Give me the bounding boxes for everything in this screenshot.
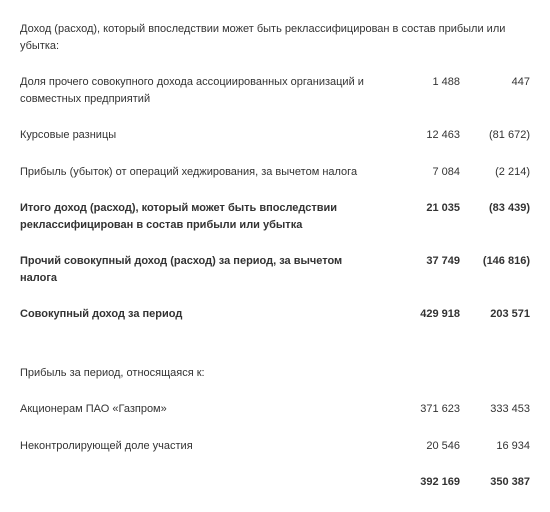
row-value-2: (81 672) — [460, 127, 530, 144]
total-income-value-2: 203 571 — [460, 306, 530, 323]
row-value-1: 1 488 — [390, 74, 460, 91]
section-header-label: Прибыль за период, относящаяся к: — [20, 365, 530, 382]
table-row: Акционерам ПАО «Газпром» 371 623 333 453 — [20, 395, 530, 424]
subtotal-row: Итого доход (расход), который может быть… — [20, 194, 530, 239]
row-value-2: (2 214) — [460, 164, 530, 181]
row-value-1: 7 084 — [390, 164, 460, 181]
other-income-value-2: (146 816) — [460, 253, 530, 270]
subtotal-value-1: 21 035 — [390, 200, 460, 217]
row-value-1: 371 623 — [390, 401, 460, 418]
section-header-label: Доход (расход), который впоследствии мож… — [20, 21, 530, 54]
subtotal-value-2: (83 439) — [460, 200, 530, 217]
row-label: Доля прочего совокупного дохода ассоциир… — [20, 74, 390, 107]
row-label: Курсовые разницы — [20, 127, 390, 144]
table-row: Курсовые разницы 12 463 (81 672) — [20, 121, 530, 150]
row-value-1: 20 546 — [390, 438, 460, 455]
total-income-row: Совокупный доход за период 429 918 203 5… — [20, 300, 530, 329]
table-row: Доля прочего совокупного дохода ассоциир… — [20, 68, 530, 113]
row-label: Акционерам ПАО «Газпром» — [20, 401, 390, 418]
section-header-reclass: Доход (расход), который впоследствии мож… — [20, 15, 530, 60]
row-value-1: 12 463 — [390, 127, 460, 144]
table-row: Неконтролирующей доле участия 20 546 16 … — [20, 432, 530, 461]
total-profit-value-1: 392 169 — [390, 474, 460, 491]
other-income-row: Прочий совокупный доход (расход) за пери… — [20, 247, 530, 292]
total-profit-value-2: 350 387 — [460, 474, 530, 491]
other-income-label: Прочий совокупный доход (расход) за пери… — [20, 253, 390, 286]
row-value-2: 16 934 — [460, 438, 530, 455]
section-header-profit: Прибыль за период, относящаяся к: — [20, 359, 530, 388]
row-label: Неконтролирующей доле участия — [20, 438, 390, 455]
total-profit-row: 392 169 350 387 — [20, 468, 530, 497]
row-value-2: 333 453 — [460, 401, 530, 418]
row-value-2: 447 — [460, 74, 530, 91]
other-income-value-1: 37 749 — [390, 253, 460, 270]
row-label: Прибыль (убыток) от операций хеджировани… — [20, 164, 390, 181]
total-income-value-1: 429 918 — [390, 306, 460, 323]
table-row: Прибыль (убыток) от операций хеджировани… — [20, 158, 530, 187]
subtotal-label: Итого доход (расход), который может быть… — [20, 200, 390, 233]
total-income-label: Совокупный доход за период — [20, 306, 390, 323]
